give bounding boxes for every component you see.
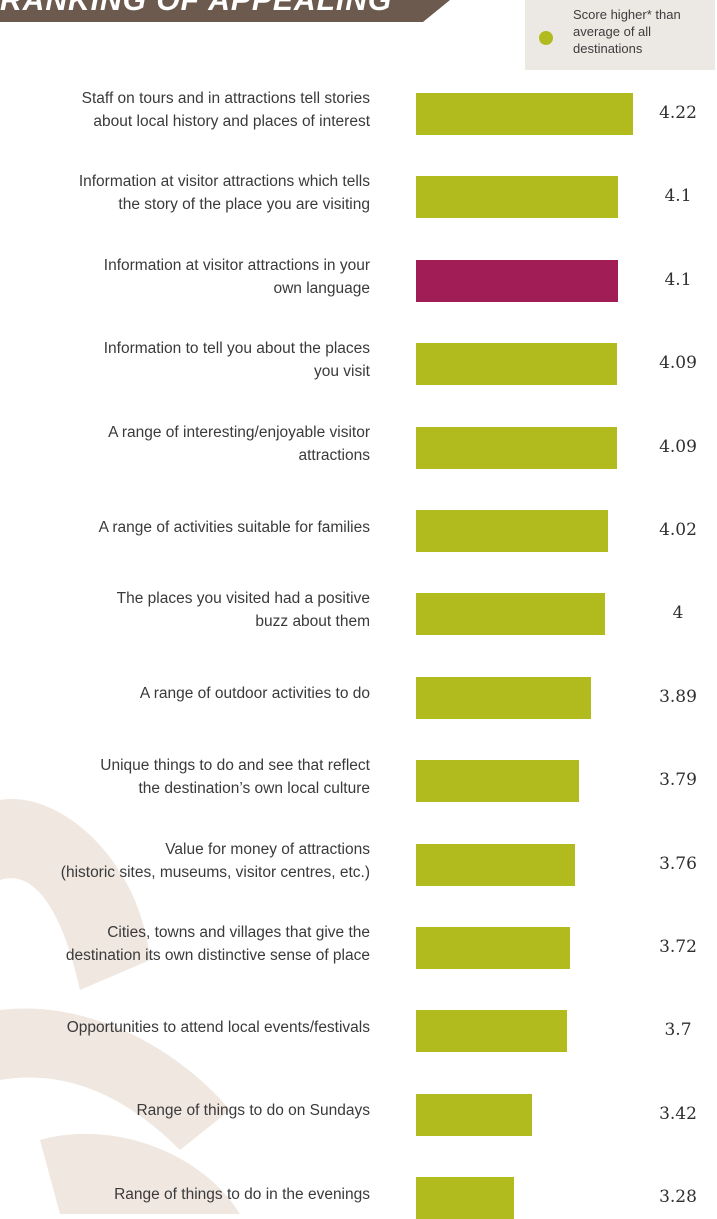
- category-label-line: the destination’s own local culture: [138, 780, 371, 798]
- category-label-line: Unique things to do and see that reflect: [100, 757, 370, 775]
- category-label-line: Opportunities to attend local events/fes…: [66, 1018, 370, 1036]
- legend-marker: [539, 31, 553, 45]
- category-label-line: A range of activities suitable for famil…: [98, 518, 370, 536]
- value-label: 4.02: [659, 520, 697, 540]
- category-label: Value for money of attractions (historic …: [0, 838, 370, 884]
- category-label: Information to tell you about the places…: [0, 337, 370, 383]
- decor-shape-top: [0, 799, 150, 990]
- category-label: Cities, towns and villages that give the…: [0, 921, 370, 967]
- decor-shape-middle: [0, 1008, 230, 1150]
- bar: [416, 927, 570, 969]
- value-label: 4.09: [659, 436, 697, 457]
- category-label: Information at visitor attractions in yo…: [0, 254, 370, 300]
- category-label-line: A range of outdoor activities to do: [139, 685, 370, 703]
- category-label-line: own language: [273, 279, 370, 297]
- value-label: 3.28: [659, 1187, 697, 1208]
- category-label-line: Information at visitor attractions in yo…: [103, 256, 370, 274]
- value-label: 4: [672, 603, 684, 624]
- category-label-line: destination its own distinctive sense of…: [65, 947, 370, 964]
- bar: [416, 1010, 568, 1053]
- category-label: A range of interesting/enjoyable visitor…: [0, 421, 370, 467]
- bar: [416, 259, 618, 302]
- value-label: 3.72: [659, 937, 697, 957]
- category-label-line: The places you visited had a positive: [116, 590, 370, 608]
- bar: [416, 1093, 533, 1136]
- bar: [416, 510, 608, 552]
- value-label: 4.1: [664, 269, 692, 290]
- category-label-line: the story of the place you are visiting: [118, 196, 370, 214]
- value-label: 3.89: [659, 686, 697, 707]
- value-label: 3.42: [659, 1103, 697, 1124]
- bar: [416, 426, 617, 469]
- value-label: 4.09: [659, 353, 697, 374]
- title-banner: RANKING OF APPEALING: [0, 0, 450, 22]
- category-label-line: Range of things to do on Sundays: [136, 1102, 370, 1120]
- value-label: 3.79: [659, 770, 697, 791]
- category-label: The places you visited had a positive buz…: [0, 587, 370, 633]
- bar: [416, 176, 618, 219]
- category-label-line: you visit: [314, 363, 370, 381]
- category-label: Range of things to do on Sundays: [0, 1099, 370, 1122]
- value-label: 4.1: [664, 186, 692, 207]
- value-label: 3.76: [659, 853, 697, 874]
- bar: [416, 593, 606, 636]
- category-label-line: about local history and places of intere…: [93, 113, 370, 130]
- category-label: Unique things to do and see that reflect…: [0, 754, 370, 800]
- bar: [416, 676, 592, 719]
- category-label-line: Cities, towns and villages that give the: [107, 924, 370, 941]
- category-label: Range of things to do in the evenings: [0, 1183, 370, 1206]
- category-label-line: buzz about them: [255, 613, 370, 631]
- legend: Score higher* than average of all destin…: [525, 0, 715, 70]
- value-label: 3.7: [664, 1020, 692, 1041]
- category-label: Staff on tours and in attractions tell s…: [0, 87, 370, 133]
- category-label-line: Range of things to do in the evenings: [114, 1185, 370, 1203]
- bar: [416, 760, 579, 803]
- category-label-line: Staff on tours and in attractions tell s…: [81, 90, 370, 107]
- category-label-line: Information to tell you about the places: [103, 340, 370, 358]
- category-label-line: Value for money of attractions: [165, 840, 370, 858]
- bar: [416, 93, 633, 135]
- value-label: 4.22: [659, 103, 697, 123]
- bar: [416, 843, 575, 886]
- category-label: A range of outdoor activities to do: [0, 682, 370, 705]
- legend-label: Score higher* than average of all destin…: [573, 7, 681, 56]
- category-label-line: (historic sites, museums, visitor centre…: [60, 863, 370, 881]
- category-label-line: attractions: [298, 446, 370, 464]
- category-label: A range of activities suitable for famil…: [0, 516, 370, 539]
- bar: [416, 343, 617, 386]
- category-label-line: A range of interesting/enjoyable visitor: [108, 423, 370, 441]
- category-label-line: Information at visitor attractions which…: [78, 173, 370, 191]
- category-label: Opportunities to attend local events/fes…: [0, 1016, 370, 1039]
- chart-title: RANKING OF APPEALING: [0, 0, 393, 17]
- decor-shape-bottom: [40, 1133, 240, 1214]
- bar: [416, 1177, 515, 1219]
- category-label: Information at visitor attractions which…: [0, 170, 370, 216]
